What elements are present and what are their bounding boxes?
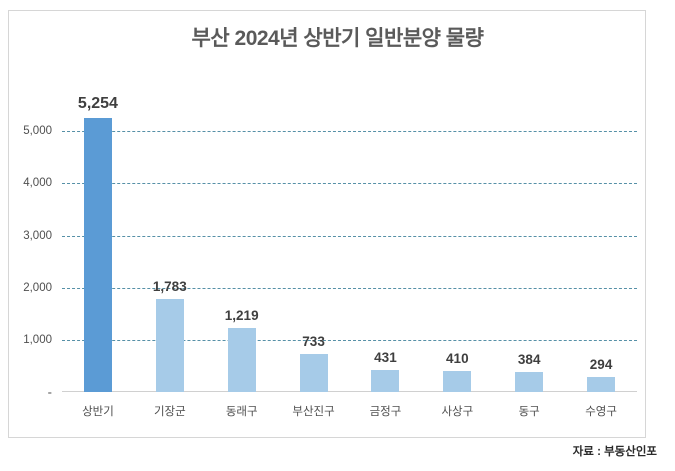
bar[interactable]: 410 xyxy=(443,351,472,392)
plot-area: - 1,000 2,000 3,000 4,000 5,000 5,254 상반기 1,783… xyxy=(23,95,637,418)
x-axis-category-label: 동래구 xyxy=(225,406,258,418)
bar-value-label: 410 xyxy=(446,350,469,366)
bar[interactable]: 294 xyxy=(587,357,616,392)
bar-slot: 384 동구 xyxy=(493,100,565,418)
y-axis-tick-label: 1,000 xyxy=(23,333,52,346)
bar-slot: 1,783 기장군 xyxy=(134,100,206,418)
bar-value-label: 733 xyxy=(302,333,325,349)
bar[interactable]: 1,219 xyxy=(225,308,259,392)
bar[interactable]: 431 xyxy=(371,350,400,392)
bar-slot: 294 수영구 xyxy=(565,100,637,418)
bar[interactable]: 5,254 xyxy=(78,95,118,392)
bar-value-label: 384 xyxy=(517,351,541,367)
bar-value-label: 431 xyxy=(374,349,397,365)
bar[interactable]: 1,783 xyxy=(153,279,187,392)
chart-title: 부산 2024년 상반기 일반분양 물량 xyxy=(191,27,484,50)
x-axis-category-label: 동구 xyxy=(518,406,540,418)
y-axis-tick-label: 4,000 xyxy=(23,177,52,190)
bar[interactable]: 733 xyxy=(299,334,328,392)
gridline xyxy=(62,131,637,133)
bars-group: 5,254 상반기 1,783 기장군 1,219 동래구 733 부산진구 431 금정구 410… xyxy=(62,95,637,418)
gridline xyxy=(62,235,637,237)
x-axis-category-label: 수영구 xyxy=(585,406,617,418)
source-attribution: 자료 : 부동산인포 xyxy=(572,446,657,458)
bar-slot: 5,254 상반기 xyxy=(62,95,134,418)
gridline xyxy=(62,339,637,341)
y-axis-tick-label: - xyxy=(47,384,52,400)
x-axis-category-label: 부산진구 xyxy=(292,406,335,418)
y-axis-tick-label: 3,000 xyxy=(23,229,52,242)
gridline xyxy=(62,183,637,185)
x-axis-category-label: 기장군 xyxy=(153,406,186,418)
bar[interactable]: 384 xyxy=(515,352,544,392)
bar-value-label: 1,783 xyxy=(152,279,187,295)
bar-slot: 1,219 동래구 xyxy=(206,100,278,418)
x-axis-category-label: 상반기 xyxy=(82,406,114,418)
x-axis-category-label: 금정구 xyxy=(369,406,402,418)
bar-value-label: 1,219 xyxy=(224,308,259,324)
bar-value-label: 294 xyxy=(589,356,613,372)
x-axis-category-label: 사상구 xyxy=(441,406,474,418)
y-axis-tick-label: 5,000 xyxy=(23,125,52,138)
bar-slot: 733 부산진구 xyxy=(278,100,350,418)
x-axis-baseline xyxy=(62,391,637,392)
y-axis-tick-label: 2,000 xyxy=(23,281,52,294)
bar-slot: 410 사상구 xyxy=(421,100,493,418)
gridline xyxy=(62,287,637,289)
bar-slot: 431 금정구 xyxy=(350,100,422,418)
bar-value-label: 5,254 xyxy=(77,95,118,113)
